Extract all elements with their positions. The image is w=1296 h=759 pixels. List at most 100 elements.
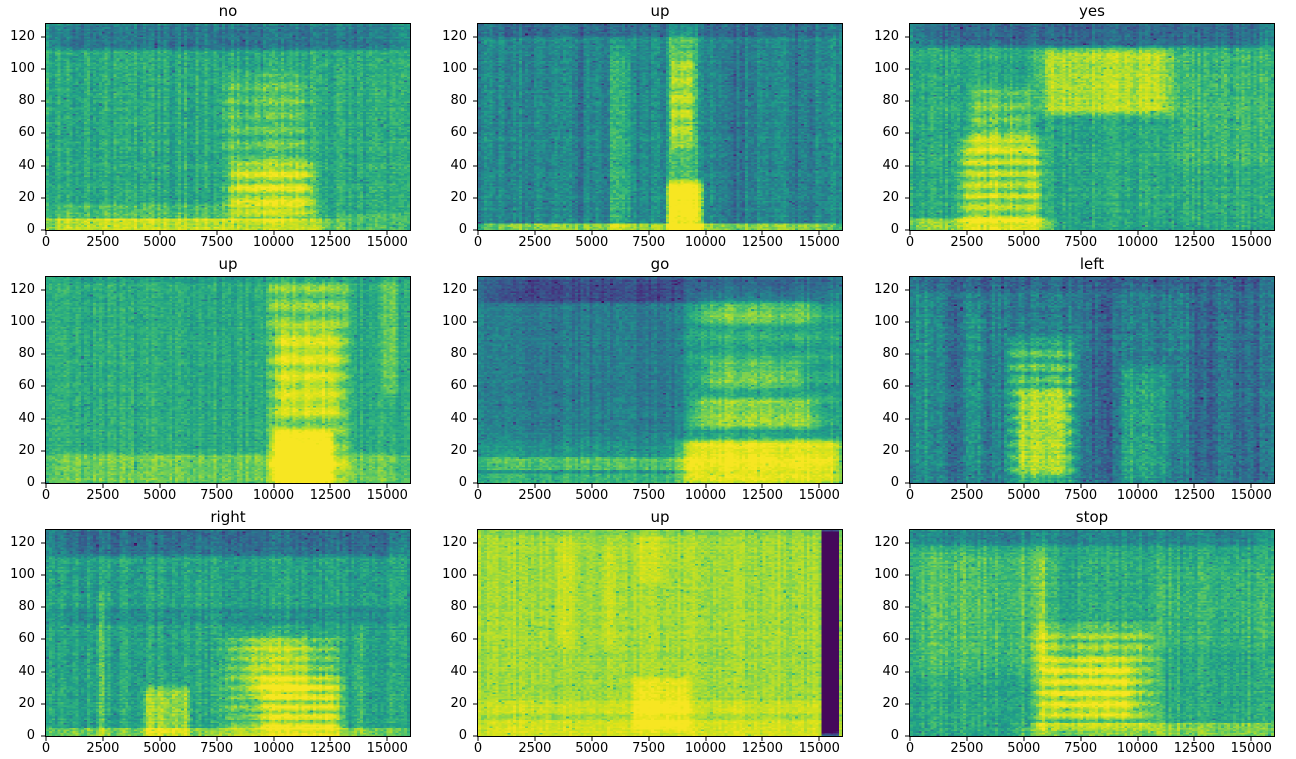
y-tick-mark <box>905 418 909 420</box>
x-tick-label: 7500 <box>200 488 234 503</box>
y-tick-mark <box>905 229 909 231</box>
y-tick-label: 20 <box>882 695 899 711</box>
y-tick-label: 20 <box>18 695 35 711</box>
panel-title: go <box>650 255 670 273</box>
x-tick-label: 2500 <box>86 741 120 756</box>
y-tick-label: 80 <box>882 346 899 362</box>
x-tick-mark <box>1080 737 1082 741</box>
x-tick-mark <box>648 484 650 488</box>
x-axis: 0 2500 5000 7500 10000 12500 15000 <box>42 231 430 252</box>
y-tick-label: 80 <box>450 599 467 615</box>
axes-frame <box>45 276 411 484</box>
y-tick-label: 60 <box>450 125 467 141</box>
x-tick-mark <box>818 231 820 235</box>
x-tick-mark <box>705 231 706 235</box>
y-tick-label: 100 <box>10 567 35 583</box>
x-tick-label: 2500 <box>86 235 120 250</box>
panel-title: no <box>218 2 238 20</box>
y-tick-mark <box>41 68 45 70</box>
y-tick-label: 80 <box>18 346 35 362</box>
x-tick-label: 12500 <box>1173 741 1216 756</box>
x-tick-label: 15000 <box>366 488 408 503</box>
x-tick-mark <box>477 737 479 741</box>
y-tick-mark <box>41 735 45 737</box>
x-tick-label: 2500 <box>950 741 984 756</box>
x-tick-label: 12500 <box>741 741 784 756</box>
spectrogram-panel: right 0 20 40 60 80 100 120 0 2500 5000 7500 10000… <box>0 506 432 759</box>
panel-title: right <box>210 508 246 526</box>
x-tick-label: 10000 <box>684 488 727 503</box>
y-tick-label: 80 <box>18 599 35 615</box>
x-tick-mark <box>705 484 706 488</box>
spectrogram-panel: yes 0 20 40 60 80 100 120 0 2500 5000 7500 10000 12… <box>864 0 1296 253</box>
y-axis: 0 20 40 60 80 100 120 <box>432 23 477 237</box>
axes-frame <box>477 276 843 484</box>
y-tick-label: 0 <box>890 728 899 743</box>
panel-title: stop <box>1075 508 1109 526</box>
x-axis: 0 2500 5000 7500 10000 12500 15000 <box>474 231 862 252</box>
y-tick-label: 100 <box>10 314 35 330</box>
spectrogram-panel: go 0 20 40 60 80 100 120 0 2500 5000 7500 10000 125… <box>432 253 864 506</box>
x-tick-mark <box>966 737 968 741</box>
y-tick-label: 0 <box>26 728 35 743</box>
spectrogram-panel: no 0 20 40 60 80 100 120 0 2500 5000 7500 10000 125… <box>0 0 432 253</box>
x-tick-mark <box>159 737 161 741</box>
y-tick-mark <box>905 289 909 291</box>
y-tick-mark <box>473 638 477 640</box>
y-tick-label: 40 <box>18 663 35 679</box>
x-tick-mark <box>477 231 479 235</box>
y-tick-mark <box>41 385 45 387</box>
x-tick-label: 2500 <box>518 741 552 756</box>
y-tick-label: 60 <box>450 378 467 394</box>
spectrogram-panel: up 0 20 40 60 80 100 120 0 2500 5000 7500 10000 125… <box>432 0 864 253</box>
y-tick-mark <box>41 100 45 102</box>
x-tick-mark <box>45 737 47 741</box>
y-tick-label: 120 <box>442 28 467 44</box>
y-tick-label: 40 <box>882 157 899 173</box>
y-tick-label: 20 <box>450 189 467 205</box>
x-tick-label: 5000 <box>575 741 609 756</box>
y-tick-mark <box>41 671 45 673</box>
x-tick-mark <box>909 484 911 488</box>
x-tick-mark <box>477 484 479 488</box>
axes-frame <box>477 23 843 231</box>
y-tick-mark <box>905 482 909 484</box>
y-tick-mark <box>473 289 477 291</box>
y-tick-mark <box>473 132 477 134</box>
x-tick-label: 0 <box>41 741 51 756</box>
y-tick-label: 100 <box>874 61 899 77</box>
x-tick-label: 7500 <box>632 741 666 756</box>
x-tick-mark <box>909 737 911 741</box>
y-axis: 0 20 40 60 80 100 120 <box>864 23 909 237</box>
y-tick-label: 20 <box>18 189 35 205</box>
y-tick-mark <box>473 165 477 167</box>
x-tick-label: 0 <box>905 741 915 756</box>
x-tick-mark <box>648 231 650 235</box>
panel-title: up <box>218 255 238 273</box>
x-tick-label: 2500 <box>950 488 984 503</box>
x-tick-mark <box>966 231 968 235</box>
y-tick-label: 60 <box>18 631 35 647</box>
spectrogram-image <box>910 277 1274 483</box>
x-tick-mark <box>159 231 161 235</box>
x-tick-label: 12500 <box>1173 488 1216 503</box>
x-tick-mark <box>1193 737 1195 741</box>
y-tick-mark <box>905 638 909 640</box>
y-axis: 0 20 40 60 80 100 120 <box>0 529 45 743</box>
x-tick-label: 10000 <box>252 488 295 503</box>
x-tick-label: 12500 <box>1173 235 1216 250</box>
x-tick-label: 10000 <box>252 235 295 250</box>
axes-frame <box>909 23 1275 231</box>
x-tick-mark <box>534 484 536 488</box>
x-tick-mark <box>386 484 388 488</box>
x-tick-mark <box>818 484 820 488</box>
y-tick-mark <box>473 703 477 705</box>
y-tick-mark <box>905 542 909 544</box>
x-tick-label: 0 <box>473 488 483 503</box>
x-tick-mark <box>45 484 47 488</box>
x-tick-label: 7500 <box>200 741 234 756</box>
x-tick-label: 0 <box>41 488 51 503</box>
x-tick-label: 5000 <box>1007 741 1041 756</box>
y-tick-label: 0 <box>890 475 899 490</box>
y-tick-label: 120 <box>10 281 35 297</box>
